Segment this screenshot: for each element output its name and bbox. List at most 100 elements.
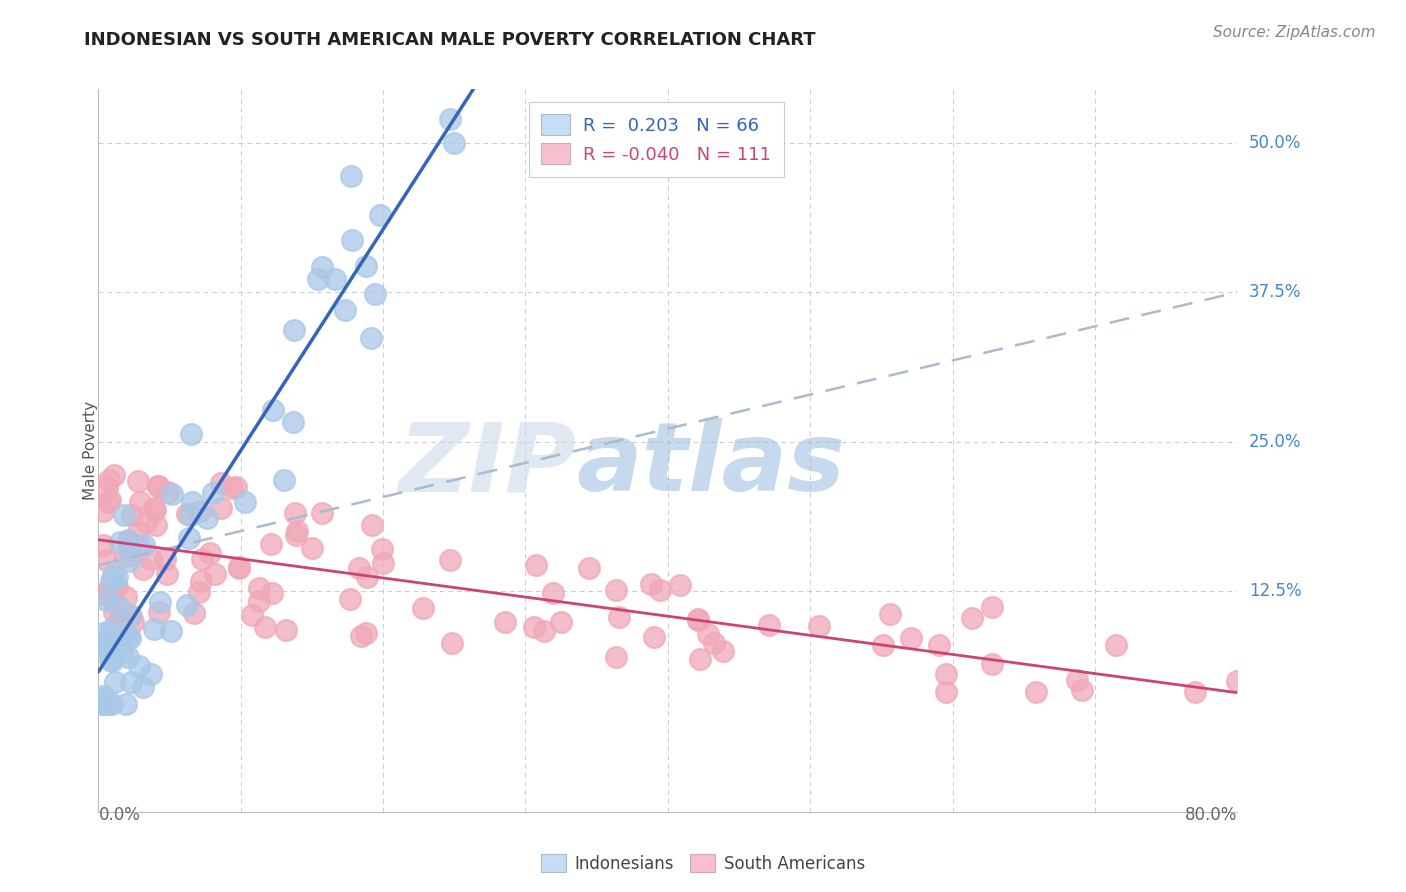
Point <box>153 552 176 566</box>
Point <box>311 506 333 520</box>
Point <box>100 574 122 588</box>
Point <box>247 594 270 608</box>
Point <box>981 599 1004 614</box>
Point <box>1184 685 1206 699</box>
Point <box>283 415 305 429</box>
Point <box>441 636 464 650</box>
Point <box>260 537 283 551</box>
Point <box>354 259 377 273</box>
Point <box>339 592 361 607</box>
Point <box>91 538 114 552</box>
Point <box>935 666 957 681</box>
Point <box>311 260 333 275</box>
Point <box>711 644 734 658</box>
Point <box>209 476 232 491</box>
Point <box>97 473 120 487</box>
Point <box>347 561 370 575</box>
Point <box>118 632 141 646</box>
Point <box>114 508 136 522</box>
Point <box>360 331 382 345</box>
Point <box>254 620 277 634</box>
Point <box>129 494 152 508</box>
Point <box>149 595 172 609</box>
Point <box>105 638 128 652</box>
Point <box>1226 674 1249 689</box>
Point <box>360 518 382 533</box>
Point <box>139 667 162 681</box>
Point <box>188 504 211 518</box>
Point <box>111 645 134 659</box>
Point <box>145 518 167 533</box>
Point <box>650 583 672 598</box>
Point <box>443 136 465 150</box>
Point <box>93 633 115 648</box>
Point <box>101 654 124 668</box>
Point <box>127 474 149 488</box>
Point <box>273 474 295 488</box>
Text: 12.5%: 12.5% <box>1249 582 1302 599</box>
Point <box>640 577 662 591</box>
Point <box>181 494 204 508</box>
Point <box>333 303 356 318</box>
Point <box>91 691 114 706</box>
Point <box>91 504 114 518</box>
Point <box>131 562 153 576</box>
Point <box>550 615 572 629</box>
Text: Source: ZipAtlas.com: Source: ZipAtlas.com <box>1212 25 1375 40</box>
Point <box>103 468 125 483</box>
Legend: Indonesians, South Americans: Indonesians, South Americans <box>534 847 872 880</box>
Point <box>412 600 434 615</box>
Point <box>143 503 166 517</box>
Point <box>117 535 139 549</box>
Point <box>643 630 665 644</box>
Text: 25.0%: 25.0% <box>1249 433 1301 450</box>
Point <box>494 615 516 629</box>
Point <box>209 500 232 515</box>
Point <box>100 698 122 712</box>
Point <box>696 627 718 641</box>
Point <box>307 271 329 285</box>
Point <box>120 675 142 690</box>
Point <box>91 639 114 653</box>
Point <box>960 611 983 625</box>
Point <box>191 552 214 566</box>
Point <box>1066 673 1088 688</box>
Point <box>143 622 166 636</box>
Point <box>228 560 250 574</box>
Point <box>162 487 184 501</box>
Point <box>177 531 200 545</box>
Text: atlas: atlas <box>576 418 846 511</box>
Point <box>301 541 323 556</box>
Point <box>200 546 222 560</box>
Point <box>107 599 129 613</box>
Point <box>91 698 114 712</box>
Point <box>180 426 202 441</box>
Point <box>758 618 780 632</box>
Point <box>94 553 117 567</box>
Point <box>605 582 627 597</box>
Point <box>176 507 198 521</box>
Point <box>97 642 120 657</box>
Point <box>100 622 122 636</box>
Legend: R =  0.203   N = 66, R = -0.040   N = 111: R = 0.203 N = 66, R = -0.040 N = 111 <box>529 102 783 177</box>
Point <box>179 508 201 522</box>
Point <box>105 580 128 594</box>
Point <box>935 685 957 699</box>
Point <box>285 524 308 538</box>
Point <box>225 479 247 493</box>
Point <box>1070 683 1092 698</box>
Point <box>356 570 378 584</box>
Point <box>157 485 180 500</box>
Point <box>156 567 179 582</box>
Point <box>176 599 198 613</box>
Point <box>122 615 145 629</box>
Point <box>274 623 297 637</box>
Point <box>807 619 830 633</box>
Point <box>688 612 710 626</box>
Point <box>283 323 305 337</box>
Point <box>356 626 378 640</box>
Point <box>284 506 307 520</box>
Point <box>96 481 118 495</box>
Point <box>240 607 263 622</box>
Point <box>127 524 149 539</box>
